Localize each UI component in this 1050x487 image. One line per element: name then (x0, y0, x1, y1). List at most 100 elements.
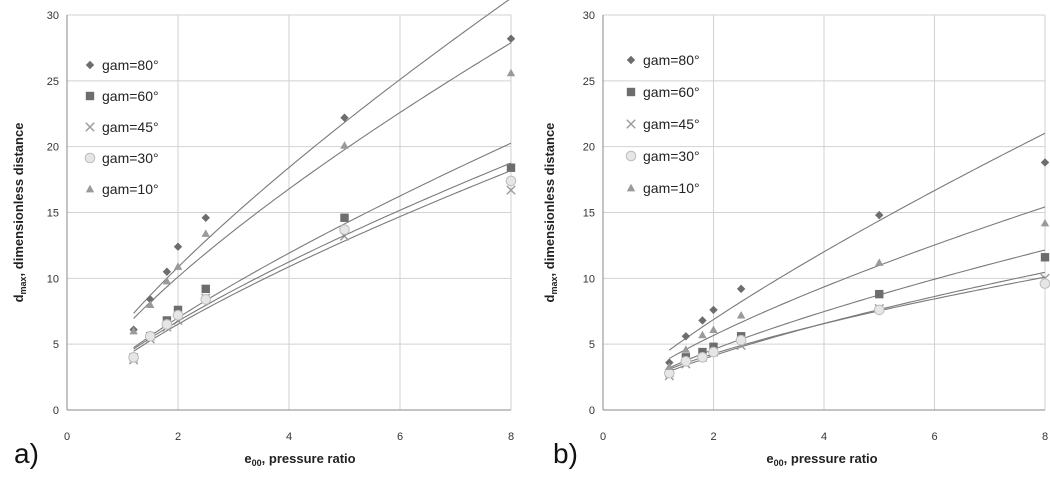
y-tick-label: 10 (583, 273, 595, 285)
y-tick-label: 20 (47, 142, 59, 154)
y-tick-label: 15 (47, 208, 59, 220)
data-point (173, 242, 183, 251)
data-point (708, 346, 719, 358)
chart-panel-1: 0 5 10 15 20 25 30 0 2 4 6 8 e00, pressure ratio dmax… (11, 0, 517, 469)
series-gam-60 (129, 142, 516, 362)
x-tick-label: 2 (175, 431, 181, 443)
data-point (698, 330, 707, 339)
trendline-gam-30 (133, 162, 512, 350)
y-tick-label: 10 (47, 273, 59, 285)
legend-marker-x-icon (85, 122, 95, 132)
trendline-gam-30 (669, 276, 1046, 370)
legend-item: gam=10° (85, 181, 159, 197)
y-tick-label: 0 (589, 405, 595, 417)
data-point (681, 345, 691, 353)
y-axis-label-sub: max (549, 276, 559, 294)
data-point (1040, 218, 1050, 227)
data-point (736, 284, 746, 294)
data-point (735, 334, 747, 346)
legend-item: gam=45° (85, 119, 159, 135)
x-tick-label: 6 (931, 431, 937, 443)
data-point (340, 213, 349, 222)
y-axis-label-main: d (11, 294, 26, 302)
trendline-gam-60 (669, 249, 1046, 369)
x-axis-label-rest: , pressure ratio (784, 451, 878, 466)
legend-label: gam=10° (643, 180, 700, 196)
data-point (873, 304, 885, 316)
legend-marker-circle-icon (84, 152, 96, 164)
data-point (506, 34, 516, 43)
y-tick-label: 0 (53, 405, 59, 417)
data-point (161, 319, 173, 330)
data-point (709, 305, 718, 315)
y-tick-label: 25 (583, 76, 595, 88)
data-point (1040, 253, 1050, 262)
series-gam-30 (664, 276, 1050, 379)
legend-marker-diamond-icon (626, 55, 636, 65)
x-tick-label: 2 (710, 431, 716, 443)
data-point (506, 163, 516, 172)
y-tick-label: 5 (589, 339, 595, 351)
panel-label: b) (553, 438, 578, 469)
data-point (875, 289, 884, 299)
x-axis-label-sub: 00 (252, 458, 262, 468)
y-tick-label: 15 (583, 208, 595, 220)
legend-item: gam=10° (626, 180, 700, 196)
data-point (146, 295, 155, 304)
data-point (681, 332, 691, 341)
x-tick-label: 0 (600, 431, 606, 443)
data-point (173, 262, 183, 270)
legend-label: gam=30° (643, 148, 700, 164)
series-gam-80 (665, 132, 1050, 367)
x-tick-label: 8 (1042, 431, 1048, 443)
y-axis-label-rest: , dimensionless distance (542, 123, 557, 277)
data-point (162, 267, 172, 276)
data-point (201, 213, 210, 222)
legend-item: gam=80° (626, 52, 700, 68)
data-point (162, 276, 172, 285)
legend-marker-triangle-icon (85, 184, 95, 193)
y-axis-label-sub: max (18, 276, 28, 294)
legend-label: gam=80° (643, 52, 700, 68)
x-axis-label-rest: , pressure ratio (262, 451, 356, 466)
data-point (128, 352, 139, 363)
x-tick-label: 4 (821, 431, 827, 443)
series-gam-30 (128, 162, 517, 363)
data-point (201, 284, 210, 294)
legend-marker-triangle-icon (626, 183, 636, 192)
legend-marker-square-icon (85, 91, 95, 101)
y-tick-label: 30 (583, 10, 595, 22)
legend-label: gam=10° (102, 181, 159, 197)
legend-label: gam=60° (643, 84, 700, 100)
y-tick-label: 20 (583, 142, 595, 154)
x-tick-label: 0 (64, 431, 70, 443)
data-point (200, 294, 212, 305)
data-point (665, 362, 674, 370)
trendline-gam-10 (133, 42, 512, 319)
data-point (875, 258, 884, 266)
y-tick-label: 5 (53, 339, 59, 351)
series-gam-80 (129, 0, 516, 334)
chart-panel-2: 0 5 10 15 20 25 30 0 2 4 6 8 e00, pressure ratio dmax… (542, 10, 1050, 469)
legend-marker-square-icon (626, 87, 636, 97)
trendline-gam-80 (668, 132, 1046, 351)
data-point (340, 141, 349, 149)
data-point (505, 175, 517, 187)
data-point (144, 330, 156, 342)
y-axis-label-rest: , dimensionless distance (11, 123, 26, 277)
legend-item: gam=30° (84, 150, 159, 166)
trendline-gam-45 (133, 170, 512, 352)
legend-marker-circle-icon (625, 150, 637, 162)
data-point (680, 355, 692, 367)
data-point (172, 309, 184, 321)
data-point (736, 311, 746, 319)
legend: gam=80° gam=60° gam=45° gam=30° gam=10° (625, 52, 700, 196)
trendline-gam-45 (669, 271, 1046, 372)
legend-marker-diamond-icon (85, 60, 95, 70)
data-point (201, 229, 210, 237)
y-axis-label-main: d (542, 294, 557, 302)
data-point (146, 300, 155, 309)
x-axis-label-main: e (766, 451, 773, 466)
data-point (1040, 158, 1050, 167)
data-point (709, 325, 718, 334)
